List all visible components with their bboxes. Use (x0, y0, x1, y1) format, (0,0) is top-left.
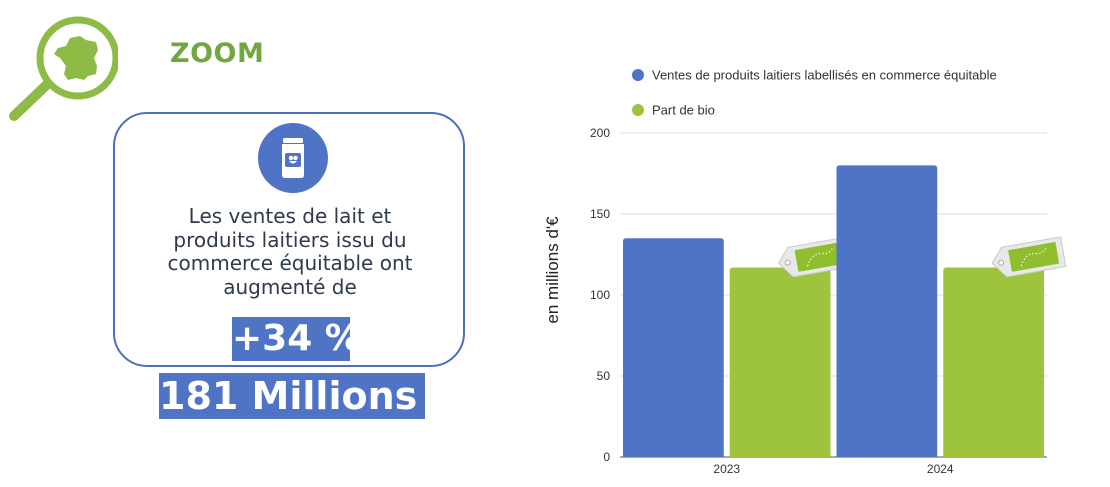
france-map-icon (54, 36, 98, 80)
zoom-title: ZOOM (170, 38, 265, 69)
percent-highlight: +34 % (232, 317, 361, 361)
organic-label-icon (777, 236, 853, 278)
bar (943, 267, 1044, 457)
bar-chart: 0 50 100 150 200 2023 2024 Ventes de produits … (543, 68, 1067, 476)
chart-bars (623, 165, 1067, 457)
chart-legend: Ventes de produits laitiers labellisés e… (632, 68, 997, 118)
y-axis-label: en millions d'€ (543, 216, 562, 324)
bar (623, 238, 724, 457)
legend-marker (632, 69, 644, 81)
milk-jar-icon (258, 123, 328, 193)
x-tick-label: 2024 (927, 462, 954, 476)
amount-highlight: 181 Millions € (159, 373, 457, 419)
y-tick-label: 50 (597, 369, 611, 383)
card-text-line: commerce équitable ont (167, 251, 413, 275)
y-tick-label: 0 (603, 450, 610, 464)
zoom-magnifier-icon (9, 16, 118, 121)
bar (836, 165, 938, 457)
card-text-line: Les ventes de lait et (188, 204, 392, 228)
card-description: Les ventes de lait et produits laitiers … (140, 204, 440, 299)
chart-labels: 0 50 100 150 200 2023 2024 (590, 126, 954, 476)
bar (729, 267, 831, 457)
legend-label: Ventes de produits laitiers labellisés e… (652, 68, 997, 83)
organic-label-icon (991, 236, 1067, 278)
legend-label: Part de bio (652, 103, 715, 118)
legend-marker (632, 104, 644, 116)
y-tick-label: 150 (590, 207, 610, 221)
x-tick-label: 2023 (713, 462, 740, 476)
card-text-line: augmenté de (223, 274, 357, 299)
card-text-line: produits laitiers issu du (173, 227, 407, 252)
y-tick-label: 100 (590, 288, 610, 302)
y-tick-label: 200 (590, 126, 610, 140)
